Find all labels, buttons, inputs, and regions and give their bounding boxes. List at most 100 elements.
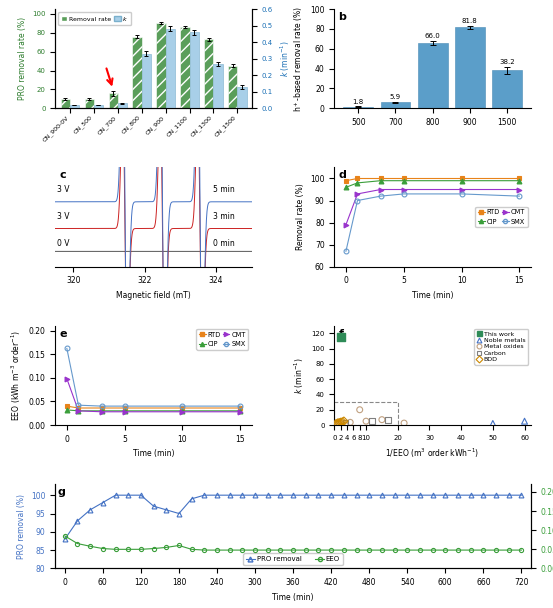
PRO removal — [201, 491, 207, 499]
Point — [368, 416, 377, 426]
PRO removal — [505, 491, 512, 499]
Point — [384, 415, 393, 424]
Point — [336, 419, 345, 429]
EEO — [518, 547, 525, 554]
X-axis label: Time (min): Time (min) — [272, 593, 314, 602]
Text: 3 V: 3 V — [57, 212, 70, 221]
PRO removal — [112, 491, 119, 499]
EEO — [189, 545, 195, 553]
Y-axis label: h$^+$-based removal rate (%): h$^+$-based removal rate (%) — [292, 5, 305, 112]
PRO removal — [493, 491, 499, 499]
Bar — [180, 27, 190, 108]
EEO — [239, 547, 246, 554]
Text: 3 min: 3 min — [212, 212, 234, 221]
Legend: RTD, CIP, CMT, SMX: RTD, CIP, CMT, SMX — [475, 207, 528, 227]
PRO removal — [467, 491, 474, 499]
PRO removal — [226, 491, 233, 499]
Text: c: c — [59, 170, 66, 181]
PRO removal — [518, 491, 525, 499]
Point — [333, 418, 342, 428]
Point — [355, 405, 364, 415]
PRO removal — [480, 491, 487, 499]
PRO removal — [163, 506, 170, 514]
EEO — [505, 547, 512, 554]
EEO — [100, 545, 106, 552]
PRO removal — [74, 517, 81, 525]
Bar — [142, 54, 150, 108]
Point — [341, 418, 350, 428]
EEO — [353, 547, 360, 554]
Y-axis label: Removal rate (%): Removal rate (%) — [296, 184, 305, 250]
PRO removal — [277, 491, 284, 499]
PRO removal — [61, 536, 68, 543]
X-axis label: Time (min): Time (min) — [412, 291, 453, 300]
PRO removal — [100, 499, 106, 506]
Text: d: d — [338, 170, 346, 181]
PRO removal — [87, 506, 93, 514]
Text: 66.0: 66.0 — [425, 33, 441, 40]
Point — [520, 416, 529, 426]
PRO removal — [239, 491, 246, 499]
Point — [335, 419, 343, 429]
EEO — [404, 547, 410, 554]
Text: 38.2: 38.2 — [499, 60, 515, 66]
Bar — [133, 36, 142, 108]
PRO removal — [341, 491, 347, 499]
EEO — [366, 547, 373, 554]
Text: 0 min: 0 min — [212, 239, 234, 247]
Y-axis label: PRO removal rate (%): PRO removal rate (%) — [18, 17, 27, 100]
Line: PRO removal: PRO removal — [62, 492, 524, 542]
PRO removal — [429, 491, 436, 499]
Bar — [118, 103, 127, 108]
EEO — [125, 545, 132, 553]
Point — [346, 418, 354, 427]
EEO — [379, 547, 385, 554]
PRO removal — [404, 491, 410, 499]
EEO — [226, 547, 233, 554]
PRO removal — [176, 510, 182, 517]
Bar — [85, 99, 93, 108]
Point — [338, 417, 347, 427]
PRO removal — [150, 503, 157, 510]
EEO — [315, 547, 322, 554]
EEO — [416, 547, 423, 554]
PRO removal — [455, 491, 461, 499]
Bar — [70, 105, 79, 108]
Legend: RTD, CIP, CMT, SMX: RTD, CIP, CMT, SMX — [196, 329, 248, 350]
EEO — [138, 545, 144, 553]
EEO — [150, 545, 157, 552]
PRO removal — [328, 491, 335, 499]
Bar — [93, 105, 103, 108]
EEO — [493, 547, 499, 554]
EEO — [429, 547, 436, 554]
EEO — [213, 547, 220, 554]
Y-axis label: EEO (kWh m$^{-3}$ order$^{-1}$): EEO (kWh m$^{-3}$ order$^{-1}$) — [9, 330, 23, 421]
Legend: This work, Noble metals, Metal oxides, Carbon, BDD: This work, Noble metals, Metal oxides, C… — [474, 329, 528, 365]
Point — [336, 418, 345, 427]
Point — [488, 419, 497, 429]
Bar — [237, 87, 247, 108]
Bar — [61, 99, 70, 108]
PRO removal — [138, 491, 144, 499]
PRO removal — [391, 491, 398, 499]
Text: f: f — [338, 329, 343, 339]
Text: 0 V: 0 V — [57, 239, 70, 247]
Text: 1.8: 1.8 — [353, 98, 364, 105]
PRO removal — [189, 495, 195, 502]
Point — [331, 420, 340, 429]
EEO — [112, 545, 119, 553]
Bar — [455, 27, 485, 108]
PRO removal — [213, 491, 220, 499]
Bar — [165, 29, 175, 108]
Y-axis label: $k$ (min$^{-1}$): $k$ (min$^{-1}$) — [292, 357, 306, 394]
PRO removal — [302, 491, 309, 499]
Y-axis label: $k$ (min$^{-1}$): $k$ (min$^{-1}$) — [278, 40, 292, 77]
Bar — [213, 64, 222, 108]
Bar — [418, 43, 447, 108]
Bar — [343, 106, 373, 108]
EEO — [328, 547, 335, 554]
Bar — [190, 32, 199, 108]
EEO — [455, 547, 461, 554]
EEO — [61, 532, 68, 539]
EEO — [87, 542, 93, 550]
